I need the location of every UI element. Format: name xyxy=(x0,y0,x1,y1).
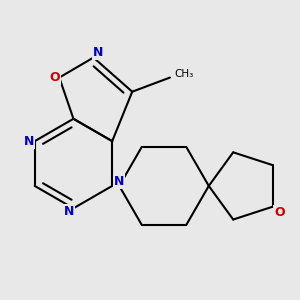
Text: N: N xyxy=(93,46,104,59)
Text: N: N xyxy=(64,205,74,218)
Text: O: O xyxy=(274,206,285,219)
Text: N: N xyxy=(114,175,124,188)
Text: N: N xyxy=(24,135,34,148)
Text: CH₃: CH₃ xyxy=(175,69,194,79)
Text: O: O xyxy=(49,71,60,84)
